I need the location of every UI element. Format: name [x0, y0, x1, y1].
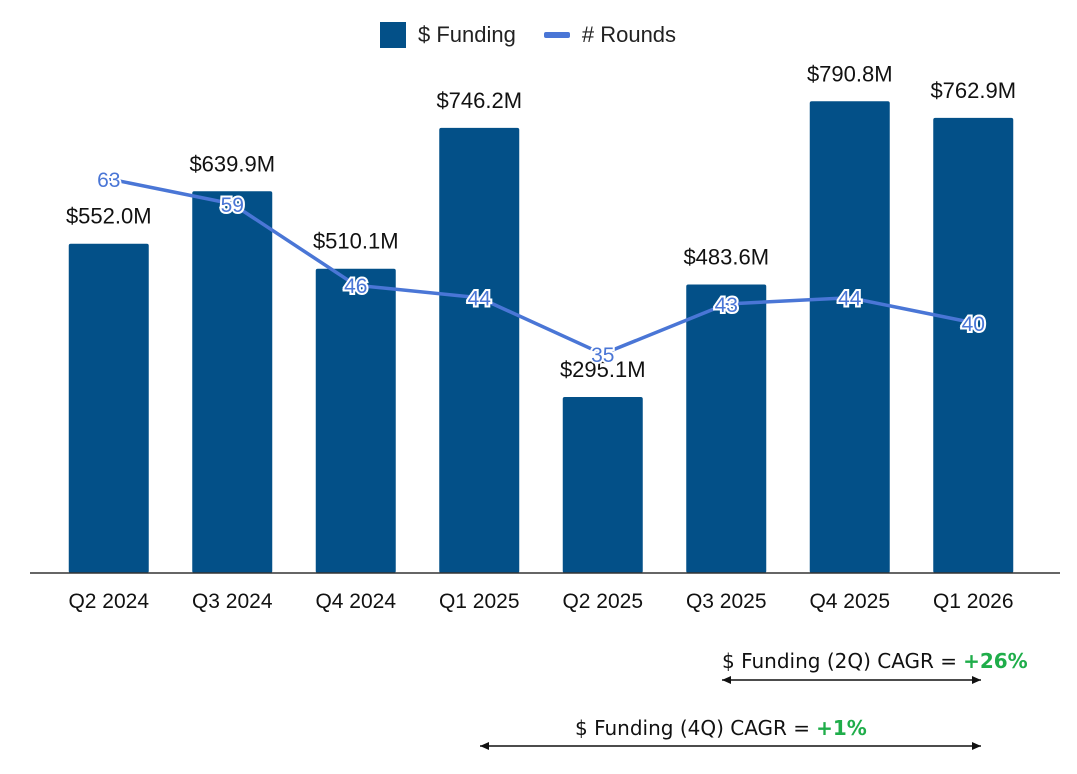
bar-value-label: $483.6M	[683, 245, 769, 270]
rounds-line-series: 63 59 46 44 35 43 44 40	[95, 167, 987, 369]
bar-value-label: $510.1M	[313, 229, 399, 254]
rounds-line	[108, 177, 974, 356]
cagr-2q-value: +26%	[963, 649, 1028, 673]
cagr-arrows	[480, 676, 981, 750]
bar-q3-2025	[686, 284, 767, 573]
rounds-point-label: 46	[344, 275, 367, 298]
cagr-2q-arrowhead-left	[722, 676, 731, 684]
x-tick-label: Q3 2025	[686, 590, 767, 613]
rounds-point-label: 44	[838, 288, 862, 311]
x-tick-labels: Q2 2024 Q3 2024 Q4 2024 Q1 2025 Q2 2025 Q3 20…	[68, 590, 1013, 613]
bar-value-label: $639.9M	[189, 151, 275, 176]
cagr-4q-arrowhead-right	[972, 742, 981, 750]
cagr-2q-annotation: $ Funding (2Q) CAGR = +26%	[722, 649, 1028, 673]
bar-q4-2025	[809, 101, 890, 574]
rounds-point-label: 43	[715, 294, 738, 317]
bar-value-label: $762.9M	[930, 78, 1016, 103]
cagr-4q-value: +1%	[816, 716, 867, 740]
chart-legend: $ Funding # Rounds	[380, 22, 676, 48]
bar-q1-2025	[439, 127, 520, 573]
x-tick-label: Q4 2025	[809, 590, 890, 613]
rounds-point-label: 40	[962, 313, 985, 336]
legend-item-funding: $ Funding	[380, 22, 516, 48]
rounds-point-label: 44	[468, 288, 492, 311]
legend-funding-label: $ Funding	[418, 22, 516, 47]
x-tick-label: Q2 2025	[562, 590, 643, 613]
bar-series	[68, 101, 1014, 574]
x-tick-label: Q3 2024	[192, 590, 273, 613]
legend-bar-swatch	[380, 22, 406, 48]
rounds-point-label: 63	[97, 169, 120, 192]
legend-item-rounds: # Rounds	[543, 22, 677, 48]
rounds-point-label: 59	[221, 194, 244, 217]
bar-value-label: $295.1M	[560, 357, 646, 382]
bar-value-label: $552.0M	[66, 204, 152, 229]
bar-value-label: $746.2M	[436, 88, 522, 113]
cagr-2q-label: $ Funding (2Q) CAGR =	[722, 649, 958, 673]
bar-q2-2025	[562, 396, 643, 573]
legend-line-swatch	[543, 32, 570, 38]
x-tick-label: Q1 2026	[933, 590, 1014, 613]
bar-value-labels: $552.0M $639.9M $510.1M $746.2M $295.1M $483.…	[64, 60, 1017, 384]
x-tick-label: Q4 2024	[315, 590, 396, 613]
cagr-2q-arrowhead-right	[972, 676, 981, 684]
bar-q1-2026	[933, 117, 1014, 574]
x-tick-label: Q1 2025	[439, 590, 520, 613]
bar-value-label: $790.8M	[807, 61, 893, 86]
cagr-4q-label: $ Funding (4Q) CAGR =	[575, 716, 811, 740]
legend-rounds-label: # Rounds	[581, 22, 677, 47]
cagr-4q-arrowhead-left	[480, 742, 489, 750]
bar-q4-2024	[315, 268, 396, 573]
cagr-4q-annotation: $ Funding (4Q) CAGR = +1%	[575, 716, 867, 740]
x-tick-label: Q2 2024	[68, 590, 149, 613]
bar-q3-2024	[192, 191, 273, 573]
bar-q2-2024	[68, 243, 149, 573]
rounds-point-label: 35	[591, 344, 614, 367]
